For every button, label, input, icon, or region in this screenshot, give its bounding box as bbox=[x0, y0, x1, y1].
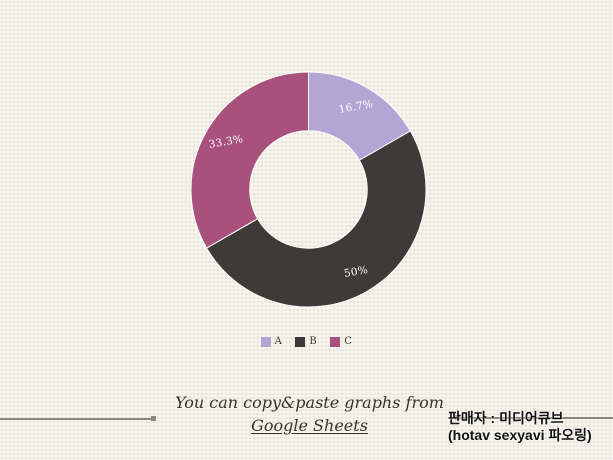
watermark-line2: (hotav sexyavi 파오링) bbox=[448, 427, 592, 443]
caption-line1: You can copy&paste graphs from bbox=[175, 393, 444, 412]
legend-label-B: B bbox=[309, 336, 318, 347]
caption: You can copy&paste graphs from Google Sh… bbox=[3, 391, 613, 437]
donut-chart-svg bbox=[190, 71, 427, 308]
watermark-line1: 판매자 : 미디어큐브 bbox=[448, 410, 564, 426]
pie-slice-B bbox=[205, 130, 427, 308]
legend-label-C: C bbox=[344, 336, 353, 347]
caption-line2-google-sheets: Google Sheets bbox=[251, 416, 368, 435]
legend-swatch-C bbox=[330, 336, 341, 347]
legend-swatch-A bbox=[260, 336, 271, 347]
legend-item-C: C bbox=[330, 336, 352, 347]
chart-legend: A B C bbox=[0, 336, 613, 347]
legend-swatch-B bbox=[295, 336, 306, 347]
seller-watermark: 판매자 : 미디어큐브 (hotav sexyavi 파오링) bbox=[448, 410, 592, 444]
decorative-line-right bbox=[459, 417, 613, 419]
decorative-line-left-endcap bbox=[151, 416, 156, 421]
pie-slice-C bbox=[190, 71, 309, 249]
decorative-line-right-endcap bbox=[455, 415, 460, 420]
donut-chart: 16.7% 50% 33.3% bbox=[190, 71, 427, 308]
decorative-line-left bbox=[0, 418, 151, 420]
legend-item-B: B bbox=[295, 336, 317, 347]
legend-label-A: A bbox=[274, 336, 283, 347]
legend-item-A: A bbox=[260, 336, 283, 347]
